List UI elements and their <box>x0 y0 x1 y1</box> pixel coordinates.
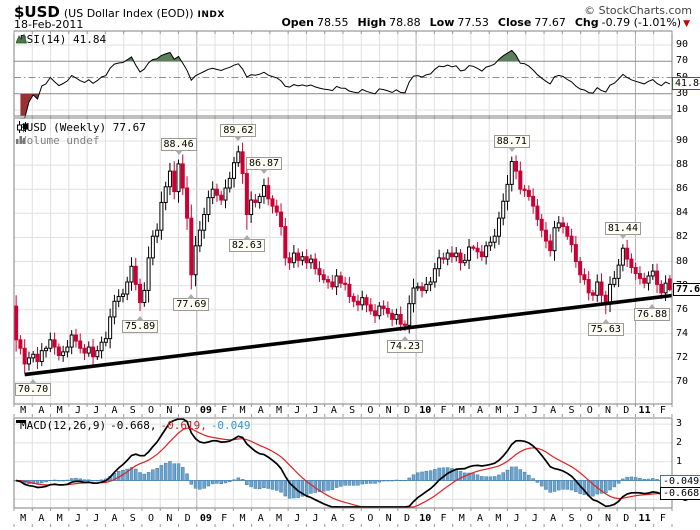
main-legend-label: $USD (Weekly) 77.67 <box>20 121 146 134</box>
macd-value: -0.668, <box>110 419 157 432</box>
exchange: INDX <box>197 10 225 20</box>
chart-date: 18-Feb-2011 <box>14 18 84 31</box>
symbol: $USD <box>14 3 60 21</box>
stockcharts-credit: © StockCharts.com <box>584 4 692 17</box>
price-current-value-box: 77.67 <box>673 282 700 296</box>
chg-value: -0.79 (-1.01%) <box>601 16 682 29</box>
high-pair: High 78.88 <box>357 16 420 29</box>
rsi-legend-label: RSI(14) 41.84 <box>20 33 107 46</box>
macd-legend: MACD(12,26,9) -0.668, -0.619, -0.049 <box>16 419 251 432</box>
high-value: 78.88 <box>389 16 421 29</box>
open-value: 78.55 <box>316 16 349 29</box>
symbol-name: (US Dollar Index (EOD)) <box>63 7 194 20</box>
chg-down-arrow-icon: ▼ <box>683 19 690 29</box>
low-value: 77.53 <box>457 16 489 29</box>
macd-current-value-box: -0.668 <box>660 487 700 501</box>
macd-signal-value: -0.619, <box>160 419 207 432</box>
low-label: Low <box>429 16 455 29</box>
low-pair: Low 77.53 <box>430 16 489 29</box>
high-label: High <box>357 16 387 29</box>
volume-legend: Volume undef <box>16 134 99 147</box>
macd-legend-name: MACD(12,26,9) <box>20 419 107 432</box>
close-pair: Close 77.67 <box>498 16 566 29</box>
chg-pair: Chg -0.79 (-1.01%) ▼ <box>575 16 690 29</box>
main-legend: $USD (Weekly) 77.67 <box>16 121 146 134</box>
macd-hist-value: -0.049 <box>210 419 251 432</box>
volume-legend-label: Volume undef <box>20 134 100 147</box>
header-title-row: $USD (US Dollar Index (EOD)) INDX <box>14 2 225 21</box>
ohlc-row: Open 78.55 High 78.88 Low 77.53 Close 77.67 … <box>281 16 690 29</box>
rsi-legend: RSI(14) 41.84 <box>16 33 106 46</box>
rsi-current-value-box: 41.84 <box>672 77 700 91</box>
open-pair: Open 78.55 <box>281 16 348 29</box>
open-label: Open <box>281 16 314 29</box>
chg-label: Chg <box>574 16 599 29</box>
close-value: 77.67 <box>534 16 566 29</box>
close-label: Close <box>497 16 532 29</box>
